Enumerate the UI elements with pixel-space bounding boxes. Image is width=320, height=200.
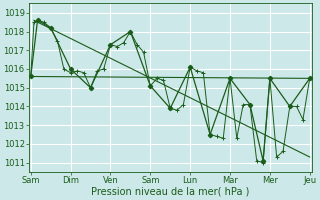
X-axis label: Pression niveau de la mer( hPa ): Pression niveau de la mer( hPa )	[91, 187, 249, 197]
